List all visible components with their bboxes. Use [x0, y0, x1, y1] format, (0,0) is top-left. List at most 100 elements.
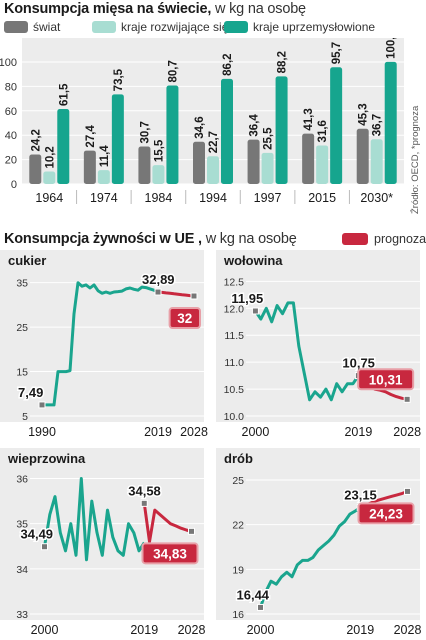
- forecast-value-label: 32: [177, 311, 192, 326]
- panel-ytick-4: 10.5: [224, 384, 245, 396]
- bar-0-5: [302, 133, 315, 184]
- bar-1-3: [207, 156, 219, 184]
- bar-label-2-5: 95,7: [331, 42, 343, 64]
- panel-ytick-1: 12.0: [224, 303, 245, 315]
- panel-ytick-3: 11.0: [224, 357, 244, 369]
- source-note: Źródło: OECD, *prognoza: [410, 105, 421, 214]
- bar-label-2-0: 61,5: [58, 83, 70, 106]
- bar-ytick-20: 20: [5, 155, 17, 167]
- panel-ytick-1: 25: [16, 322, 28, 334]
- bar-xtick-1: 1974: [90, 191, 118, 205]
- start-point: [257, 603, 264, 611]
- bar-label-1-2: 15,5: [153, 139, 165, 162]
- bar-xtick-4: 1997: [254, 191, 282, 205]
- bar-ytick-80: 80: [5, 81, 17, 93]
- panel-wolowina: wołowina 12.5 12.0 11.5 11.0 10.5 10.0 2000 2019…: [216, 250, 421, 439]
- line-section-subtitle: w kg na osobę: [205, 231, 297, 247]
- bar-label-0-2: 30,7: [139, 121, 151, 143]
- last-actual-point: [154, 288, 162, 296]
- panel-ytick-3: 33: [16, 609, 28, 621]
- bar-label-2-3: 86,2: [222, 53, 234, 75]
- bar-ytick-0: 0: [11, 179, 17, 191]
- panel-ytick-2: 19: [232, 564, 244, 576]
- bar-1-2: [152, 165, 165, 184]
- bar-label-0-5: 41,3: [303, 108, 315, 130]
- bar-1-1: [97, 170, 110, 184]
- panel-ytick-2: 11.5: [224, 330, 244, 342]
- panel-ytick-0: 25: [232, 475, 244, 487]
- bar-0-1: [83, 150, 96, 184]
- line-section-title-text: Konsumpcja żywności w UE ,: [4, 231, 202, 247]
- forecast-legend-swatch: [342, 233, 368, 245]
- bar-1-0: [43, 171, 56, 184]
- panel-xtick-1: 2019: [344, 425, 372, 439]
- bar-label-2-4: 88,2: [277, 51, 289, 73]
- bar-chart-title: Konsumpcja mięsa na świecie, w kg na oso…: [4, 1, 306, 17]
- history-line: [254, 301, 360, 402]
- legend-swatch-industrial: [224, 21, 248, 33]
- bar-label-1-3: 22,7: [208, 131, 220, 153]
- panel-xtick-0: 2000: [247, 623, 275, 637]
- start-point: [251, 307, 259, 315]
- bar-label-1-1: 11,4: [99, 145, 111, 167]
- panel-xtick-0: 2000: [242, 425, 270, 439]
- bar-label-1-6: 36,7: [372, 114, 384, 136]
- panel-ytick-0: 35: [16, 278, 28, 290]
- panel-title: cukier: [8, 253, 46, 268]
- bar-ytick-60: 60: [5, 106, 17, 118]
- legend-swatch-swiat: [4, 21, 28, 33]
- bar-label-1-4: 25,5: [263, 127, 275, 150]
- start-point: [41, 543, 48, 551]
- forecast-legend: prognoza: [342, 232, 426, 246]
- bar-0-3: [193, 141, 205, 184]
- forecast-end-point: [188, 527, 195, 535]
- start-label: 16,44: [237, 587, 270, 602]
- panel-xtick-0: 1990: [28, 425, 56, 439]
- legend-item-industrial: kraje uprzemysłowione: [224, 20, 375, 34]
- panel-xtick-0: 2000: [31, 623, 59, 637]
- history-line: [42, 281, 159, 407]
- panel-background: [0, 448, 204, 620]
- bar-label-1-0: 10,2: [44, 146, 56, 168]
- bar-0-6: [356, 128, 369, 184]
- bar-chart: 0 20 40 60 80 100 1964 24,210,2 61,5 1974 27,411,4…: [0, 38, 404, 205]
- bar-label-2-2: 80,7: [167, 60, 179, 82]
- bar-1-6: [370, 139, 383, 184]
- forecast-value-label: 34,83: [153, 546, 187, 561]
- legend-label-developing: kraje rozwijające się: [121, 20, 229, 34]
- bar-ytick-40: 40: [5, 130, 17, 142]
- bar-chart-subtitle: w kg na osobę: [215, 1, 306, 17]
- bar-label-2-6: 100,1: [386, 38, 398, 59]
- panel-title: wołowina: [223, 253, 283, 268]
- panel-ytick-2: 15: [16, 367, 28, 379]
- bar-xtick-3: 1994: [199, 191, 227, 205]
- panel-ytick-1: 22: [232, 520, 244, 532]
- bar-chart-title-text: Konsumpcja mięsa na świecie,: [4, 1, 212, 17]
- history-line: [43, 477, 146, 562]
- forecast-line: [142, 503, 192, 544]
- bar-2-6: [384, 61, 397, 184]
- legend-item-developing: kraje rozwijające się: [92, 20, 228, 34]
- bar-0-4: [247, 139, 260, 184]
- history-line: [259, 506, 362, 608]
- forecast-legend-label: prognoza: [374, 232, 426, 246]
- start-label: 34,49: [21, 527, 54, 542]
- panel-xtick-2: 2028: [394, 623, 422, 637]
- forecast-value-box: [168, 307, 202, 329]
- bar-xtick-0: 1964: [35, 191, 63, 205]
- bar-chart-legend: świat kraje rozwijające się kraje uprzem…: [4, 20, 424, 38]
- last-actual-label: 23,15: [344, 488, 377, 503]
- forecast-value-box: [357, 502, 415, 525]
- forecast-end-point: [404, 487, 411, 495]
- legend-item-swiat: świat: [4, 20, 60, 34]
- panel-background: [0, 250, 204, 422]
- forecast-value-box: [141, 542, 199, 565]
- bar-label-1-5: 31,6: [317, 120, 329, 142]
- forecast-line: [157, 290, 195, 298]
- panel-ytick-5: 10.0: [224, 411, 245, 423]
- panel-ytick-0: 36: [16, 474, 28, 486]
- bar-2-2: [166, 85, 179, 184]
